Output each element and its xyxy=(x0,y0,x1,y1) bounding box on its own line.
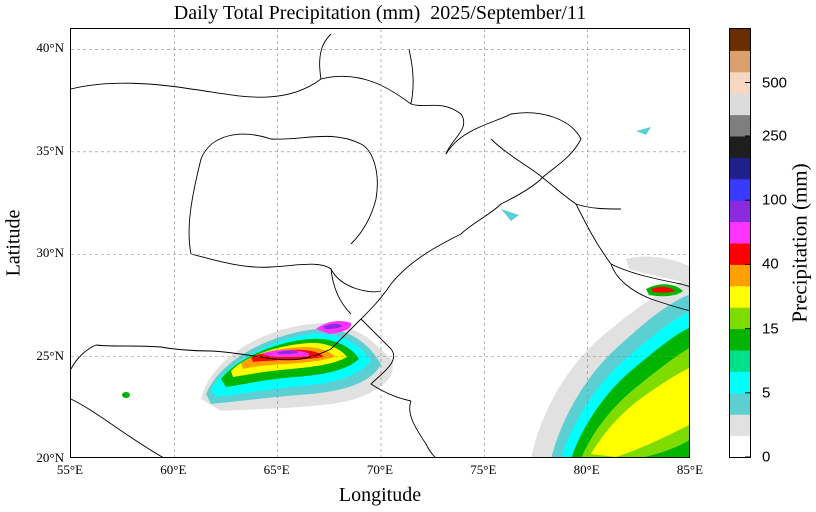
colorbar-tick: 15 xyxy=(762,320,779,338)
x-tick-label: 75°E xyxy=(470,462,497,477)
colorbar-swatch xyxy=(730,93,750,116)
y-tick-label: 25°N xyxy=(36,347,64,363)
x-tick-label: 80°E xyxy=(573,462,600,477)
colorbar-swatch xyxy=(730,178,750,201)
colorbar-swatch xyxy=(730,392,750,415)
colorbar xyxy=(729,28,751,458)
colorbar-tick: 250 xyxy=(762,127,788,145)
colorbar-swatch xyxy=(730,285,750,308)
map-panel xyxy=(70,28,690,458)
colorbar-swatch xyxy=(730,435,750,457)
colorbar-tick: 40 xyxy=(762,255,779,273)
colorbar-swatch xyxy=(730,114,750,137)
colorbar-swatch xyxy=(730,328,750,351)
x-tick-label: 70°E xyxy=(366,462,394,477)
colorbar-swatch xyxy=(730,371,750,394)
y-axis-label: Latitude xyxy=(2,209,25,277)
colorbar-swatch xyxy=(730,50,750,73)
precip-field-east xyxy=(501,127,689,457)
y-tick-label: 30°N xyxy=(36,245,64,261)
colorbar-tick: 0 xyxy=(762,448,771,466)
x-tick-label: 65°E xyxy=(263,462,290,477)
colorbar-swatch xyxy=(730,157,750,180)
graticule xyxy=(71,29,689,457)
colorbar-swatch xyxy=(730,350,750,372)
colorbar-swatch xyxy=(730,136,750,158)
x-tick-label: 85°E xyxy=(676,462,704,477)
colorbar-swatch xyxy=(730,414,750,437)
colorbar-tick: 100 xyxy=(762,191,788,209)
y-tick-label: 35°N xyxy=(36,142,64,158)
colorbar-swatch xyxy=(730,307,750,330)
chart-title: Daily Total Precipitation (mm) 2025/Sept… xyxy=(173,2,587,24)
map-canvas xyxy=(71,33,689,457)
y-tick-label: 20°N xyxy=(36,450,64,465)
colorbar-label: Precipitation (mm) xyxy=(787,163,812,323)
y-tick-label: 40°N xyxy=(36,40,64,56)
colorbar-swatch xyxy=(730,243,750,265)
colorbar-swatch xyxy=(730,264,750,287)
colorbar-swatch xyxy=(730,221,750,244)
colorbar-swatch xyxy=(730,200,750,223)
x-tick-label: 55°E xyxy=(56,462,84,477)
x-axis-label: Longitude xyxy=(338,484,422,506)
colorbar-tick: 5 xyxy=(762,384,771,402)
colorbar-swatches xyxy=(730,29,750,457)
colorbar-tick: 500 xyxy=(762,74,788,91)
colorbar-swatch xyxy=(730,29,750,51)
colorbar-swatch xyxy=(730,71,750,94)
x-tick-label: 60°E xyxy=(160,462,187,477)
country-borders xyxy=(71,33,689,457)
